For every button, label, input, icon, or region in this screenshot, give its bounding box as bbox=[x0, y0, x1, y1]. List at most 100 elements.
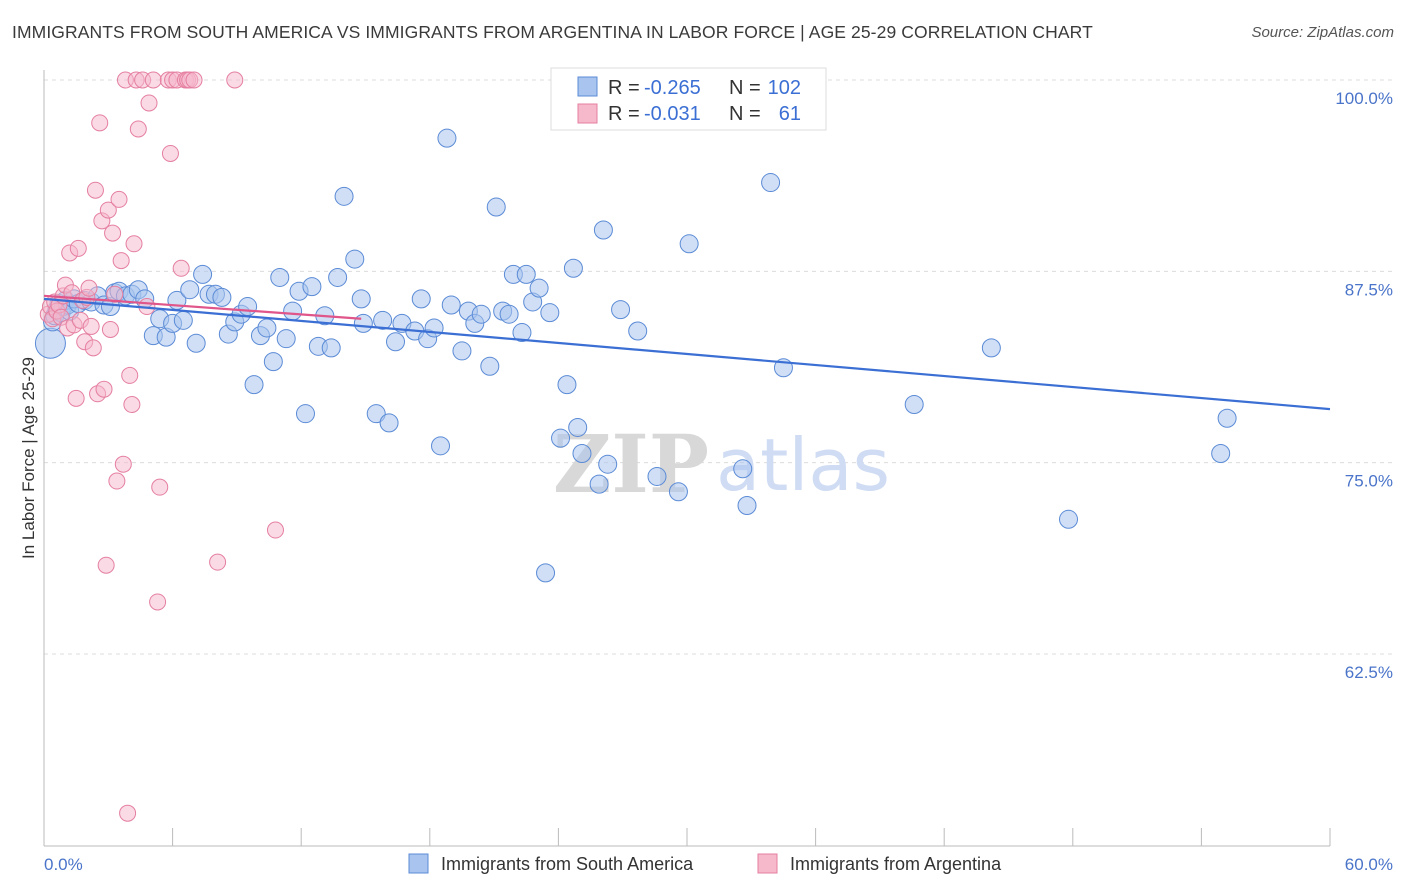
data-point-south-america bbox=[321, 338, 341, 358]
data-point-south-america bbox=[452, 341, 472, 361]
data-point-south-america bbox=[589, 474, 609, 494]
data-point-south-america bbox=[345, 249, 365, 269]
data-point-south-america bbox=[437, 128, 457, 148]
data-point-argentina bbox=[266, 521, 284, 539]
data-point-south-america bbox=[733, 459, 753, 479]
data-point-south-america bbox=[441, 295, 461, 315]
data-point-south-america bbox=[471, 304, 491, 324]
y-tick-label: 75.0% bbox=[1345, 472, 1393, 491]
legend-r-value-2: -0.031 bbox=[644, 103, 701, 125]
data-point-south-america bbox=[212, 287, 232, 307]
data-point-south-america bbox=[540, 303, 560, 323]
data-point-south-america bbox=[386, 332, 406, 352]
data-point-argentina bbox=[99, 201, 117, 219]
data-point-south-america bbox=[366, 404, 386, 424]
legend-r-value-1: -0.265 bbox=[644, 77, 701, 99]
data-point-argentina bbox=[119, 804, 137, 822]
data-point-south-america bbox=[351, 289, 371, 309]
data-point-south-america bbox=[536, 563, 556, 583]
data-point-argentina bbox=[110, 190, 128, 208]
data-point-south-america bbox=[328, 267, 348, 287]
data-point-south-america bbox=[512, 323, 532, 343]
data-point-south-america bbox=[263, 352, 283, 372]
data-point-argentina bbox=[112, 252, 130, 270]
data-point-argentina bbox=[106, 285, 124, 303]
data-point-argentina bbox=[84, 339, 102, 357]
data-point-south-america bbox=[480, 356, 500, 376]
bottom-legend: Immigrants from South America Immigrants… bbox=[408, 853, 1002, 874]
data-point-south-america bbox=[353, 313, 373, 333]
data-point-argentina bbox=[91, 114, 109, 132]
data-point-argentina bbox=[129, 120, 147, 138]
data-point-south-america bbox=[334, 186, 354, 206]
bottom-legend-label-1: Immigrants from South America bbox=[441, 854, 694, 874]
data-point-south-america bbox=[568, 417, 588, 437]
data-point-argentina bbox=[82, 317, 100, 335]
y-tick-label: 62.5% bbox=[1345, 663, 1393, 682]
data-point-south-america bbox=[180, 280, 200, 300]
data-point-south-america bbox=[529, 278, 549, 298]
data-point-south-america bbox=[572, 443, 592, 463]
data-point-south-america bbox=[904, 395, 924, 415]
legend-n-value-2: 61 bbox=[779, 103, 801, 125]
legend-swatch-blue bbox=[577, 76, 598, 97]
trend-lines bbox=[43, 294, 1331, 411]
source-label: Source: ZipAtlas.com bbox=[1251, 24, 1394, 41]
data-point-south-america bbox=[424, 318, 444, 338]
data-point-south-america bbox=[593, 220, 613, 240]
y-axis-title: In Labor Force | Age 25-29 bbox=[19, 357, 38, 559]
data-point-argentina bbox=[144, 71, 162, 89]
data-point-argentina bbox=[226, 71, 244, 89]
y-tick-label: 100.0% bbox=[1335, 89, 1393, 108]
series-argentina-points bbox=[39, 71, 284, 822]
data-point-south-america bbox=[257, 318, 277, 338]
data-point-argentina bbox=[172, 259, 190, 277]
data-point-south-america bbox=[411, 289, 431, 309]
data-point-south-america bbox=[1211, 443, 1231, 463]
data-point-south-america bbox=[373, 310, 393, 330]
data-point-argentina bbox=[67, 389, 85, 407]
data-point-south-america bbox=[283, 301, 303, 321]
data-point-south-america bbox=[611, 300, 631, 320]
data-point-argentina bbox=[80, 279, 98, 297]
legend-r-label-2: R = bbox=[608, 103, 640, 125]
data-point-argentina bbox=[97, 556, 115, 574]
data-point-argentina bbox=[125, 235, 143, 253]
data-point-south-america bbox=[302, 277, 322, 297]
x-label-max: 60.0% bbox=[1345, 855, 1393, 874]
data-point-south-america bbox=[668, 482, 688, 502]
data-point-south-america bbox=[598, 454, 618, 474]
data-point-south-america bbox=[276, 329, 296, 349]
data-point-south-america bbox=[516, 264, 536, 284]
data-point-argentina bbox=[185, 71, 203, 89]
data-point-south-america bbox=[486, 197, 506, 217]
data-point-south-america bbox=[551, 428, 571, 448]
data-point-south-america bbox=[499, 304, 519, 324]
data-point-argentina bbox=[149, 593, 167, 611]
data-point-south-america bbox=[647, 466, 667, 486]
y-tick-labels: 100.0% 87.5% 75.0% 62.5% bbox=[1335, 89, 1393, 682]
data-point-south-america bbox=[173, 310, 193, 330]
data-point-south-america bbox=[1059, 509, 1079, 529]
data-point-south-america bbox=[295, 404, 315, 424]
data-point-argentina bbox=[140, 94, 158, 112]
data-point-south-america bbox=[761, 173, 781, 193]
data-point-argentina bbox=[114, 455, 132, 473]
gridlines bbox=[44, 79, 1393, 655]
stats-legend: R = -0.265 N = 102 R = -0.031 N = 61 bbox=[550, 67, 827, 131]
bottom-legend-swatch-pink bbox=[757, 853, 778, 874]
data-point-south-america bbox=[981, 338, 1001, 358]
x-ticks bbox=[43, 828, 1331, 846]
data-point-argentina bbox=[95, 380, 113, 398]
data-point-south-america bbox=[737, 496, 757, 516]
data-point-south-america bbox=[431, 436, 451, 456]
data-point-south-america bbox=[1217, 408, 1237, 428]
data-point-south-america bbox=[193, 264, 213, 284]
data-point-south-america bbox=[270, 267, 290, 287]
data-point-argentina bbox=[101, 320, 119, 338]
data-point-south-america bbox=[379, 413, 399, 433]
legend-n-value-1: 102 bbox=[768, 77, 801, 99]
data-point-south-america bbox=[628, 321, 648, 341]
data-point-argentina bbox=[209, 553, 227, 571]
